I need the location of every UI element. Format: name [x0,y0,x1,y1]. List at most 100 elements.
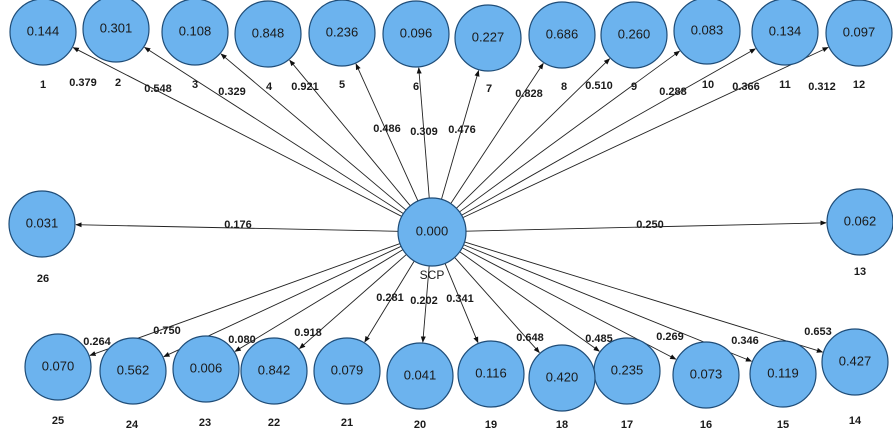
node-circle[interactable] [454,4,522,72]
node-25[interactable]: 0.070 25 [24,333,92,427]
node-id-label: 26 [37,273,49,285]
node-id-label: 10 [702,79,714,91]
node-17[interactable]: 0.235 17 [593,337,661,429]
edge-line [461,48,756,216]
node-circle[interactable] [751,0,819,66]
node-9[interactable]: 0.260 9 [600,1,668,93]
edge-scp-to-9: 0.510 [456,58,613,209]
node-20[interactable]: 0.041 20 [386,342,454,429]
node-circle[interactable] [528,344,596,412]
edge-line [144,46,404,215]
edge-weight-label: 0.828 [515,88,543,100]
node-circle[interactable] [82,0,150,63]
node-value: 0.096 [400,25,433,40]
node-circle[interactable] [240,337,308,405]
node-id-label: 5 [339,79,345,91]
node-circle[interactable] [161,0,229,66]
edge-scp-to-1: 0.379 [69,47,402,217]
node-circle[interactable] [528,1,596,69]
node-circle[interactable] [672,341,740,409]
node-circle[interactable] [24,333,92,401]
edge-scp-to-3: 0.329 [218,53,407,211]
node-2[interactable]: 0.301 2 [82,0,150,89]
node-5[interactable]: 0.236 5 [308,0,376,91]
node-value: 0.062 [844,213,877,228]
node-value: 0.427 [839,353,872,368]
node-circle[interactable] [9,0,77,66]
node-10[interactable]: 0.083 10 [673,0,741,91]
node-value: 0.079 [331,362,364,377]
node-circle[interactable] [99,337,167,405]
edge-weight-label: 0.486 [373,123,401,135]
node-8[interactable]: 0.686 8 [528,1,596,93]
node-id-label: 4 [266,81,273,93]
edge-line [464,241,824,353]
node-11[interactable]: 0.134 11 [751,0,819,91]
center-node-scp[interactable]: 0.000 SCP [397,197,467,282]
node-value: 0.031 [26,215,59,230]
nodes-layer: 0.144 1 0.301 2 0.108 3 0.848 4 0.236 5 0.096 6 0.22… [8,0,893,429]
node-circle[interactable] [313,337,381,405]
edge-scp-to-14: 0.653 [464,241,832,353]
node-21[interactable]: 0.079 21 [313,337,381,429]
node-22[interactable]: 0.842 22 [240,337,308,429]
node-id-label: 21 [341,417,353,429]
edge-weight-label: 0.379 [69,77,97,89]
edge-line [289,59,411,207]
edges-layer: 0.379 0.548 0.329 0.921 0.486 0.309 0.476 0.828… [69,46,836,362]
edge-scp-to-8: 0.828 [450,62,544,204]
node-id-label: 25 [52,415,64,427]
node-value: 0.041 [404,367,437,382]
node-circle[interactable] [749,340,817,408]
node-7[interactable]: 0.227 7 [454,4,522,95]
edge-weight-label: 0.648 [516,332,544,344]
edge-weight-label: 0.485 [585,333,613,345]
node-circle[interactable] [600,1,668,69]
node-16[interactable]: 0.073 16 [672,341,740,429]
node-12[interactable]: 0.097 12 [825,0,893,91]
node-circle[interactable] [234,0,302,68]
node-6[interactable]: 0.096 6 [382,0,450,93]
node-id-label: 24 [126,419,139,429]
node-24[interactable]: 0.562 24 [99,337,167,429]
node-circle[interactable] [308,0,376,67]
node-id-label: 12 [853,79,865,91]
node-4[interactable]: 0.848 4 [234,0,302,93]
node-circle[interactable] [382,0,450,68]
node-value: 0.073 [690,366,723,381]
node-26[interactable]: 0.031 26 [8,190,76,285]
center-node-circle[interactable] [397,197,467,267]
node-1[interactable]: 0.144 1 [9,0,77,91]
node-circle[interactable] [826,188,893,256]
node-3[interactable]: 0.108 3 [161,0,229,91]
node-value: 0.235 [611,362,644,377]
node-id-label: 19 [485,419,497,429]
edge-weight-label: 0.250 [636,219,664,231]
node-id-label: 1 [40,79,46,91]
node-circle[interactable] [457,340,525,408]
edge-line [450,62,544,204]
edge-scp-to-21: 0.281 [364,260,415,343]
node-value: 0.108 [179,23,212,38]
node-circle[interactable] [821,328,889,396]
node-circle[interactable] [8,190,76,258]
edge-line [459,50,681,213]
edge-scp-to-2: 0.548 [144,46,404,215]
node-23[interactable]: 0.006 23 [172,335,240,429]
node-value: 0.420 [546,369,579,384]
node-circle[interactable] [386,342,454,410]
node-id-label: 13 [854,266,866,278]
node-19[interactable]: 0.116 19 [457,340,525,429]
node-14[interactable]: 0.427 14 [821,328,889,427]
node-15[interactable]: 0.119 15 [749,340,817,429]
node-18[interactable]: 0.420 18 [528,344,596,429]
node-circle[interactable] [673,0,741,65]
edge-weight-label: 0.476 [448,124,476,136]
node-id-label: 22 [268,417,280,429]
node-circle[interactable] [825,0,893,67]
edge-scp-to-25: 0.264 [83,243,401,356]
edge-scp-to-12: 0.312 [462,46,836,219]
edge-line [89,243,401,356]
node-circle[interactable] [172,335,240,403]
node-13[interactable]: 0.062 13 [826,188,893,278]
